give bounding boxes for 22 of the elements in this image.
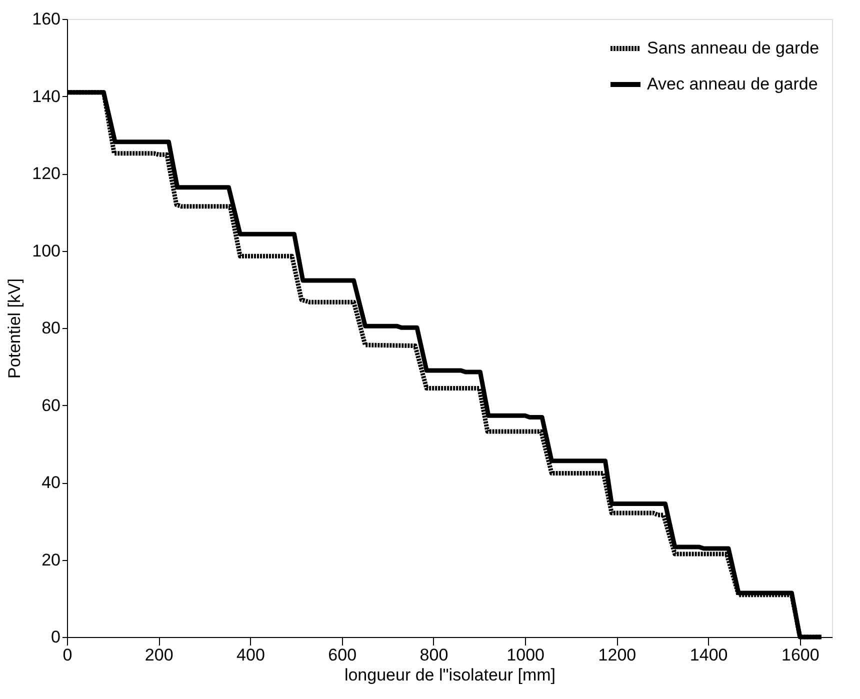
x-tick-label: 200 [144, 646, 174, 664]
x-tick-label: 0 [62, 646, 72, 664]
y-tick-label: 140 [32, 86, 60, 106]
legend-label: Sans anneau de garde [647, 38, 820, 58]
y-tick-label: 80 [42, 318, 60, 338]
x-tick-label: 1400 [690, 646, 728, 664]
legend-label: Avec anneau de garde [647, 74, 818, 94]
y-tick-label: 20 [42, 550, 60, 570]
y-tick-label: 40 [42, 473, 60, 492]
x-tick-label: 1600 [782, 646, 820, 664]
y-axis-title: Potentiel [kV] [5, 278, 24, 379]
x-axis-title: longueur de l"isolateur [mm] [344, 666, 556, 684]
y-tick-label: 0 [51, 628, 60, 646]
x-tick-label: 800 [420, 646, 448, 664]
x-tick-label: 1200 [598, 646, 636, 664]
x-tick-label: 1000 [506, 646, 544, 664]
y-tick-label: 100 [32, 241, 60, 260]
y-tick-label: 160 [32, 10, 60, 28]
x-tick-label: 400 [236, 646, 265, 664]
x-tick-label: 600 [328, 646, 357, 664]
y-tick-label: 120 [32, 164, 60, 183]
y-tick-label: 60 [42, 396, 60, 415]
